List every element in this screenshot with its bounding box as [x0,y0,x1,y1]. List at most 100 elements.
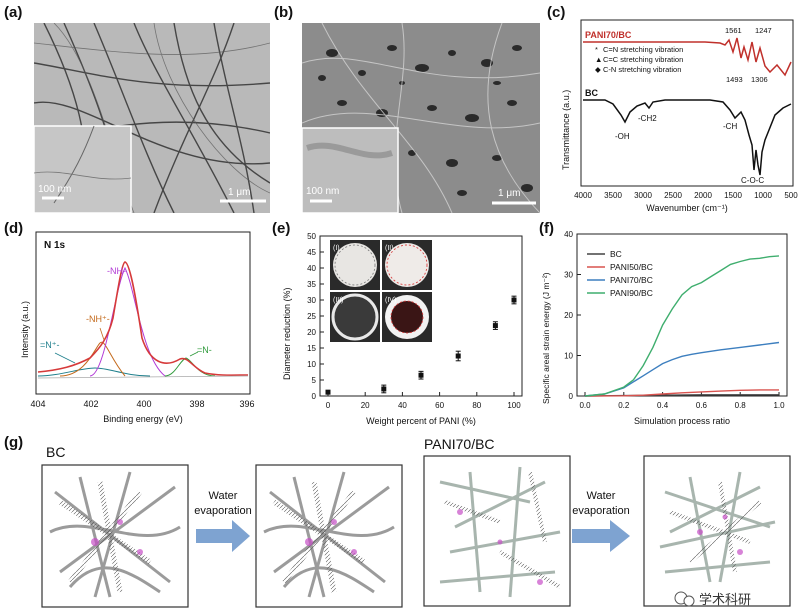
xps-label-nh: -NH- [107,266,126,276]
strain-energy-chart: 0 10 20 30 40 0.0 0.2 0.4 0.6 0.8 1.0 BC PANI50/BC P… [541,230,788,426]
xps-xtick: 400 [136,399,151,409]
e-ytick-label: 40 [307,264,316,273]
f-xtick-label: 1.0 [773,401,785,410]
sem-inset-scale: 100 nm [306,186,339,197]
xps-peak-nh [89,266,166,377]
ftir-xtick: 4000 [574,191,592,200]
e-data-point [455,353,461,359]
inset-label-1: (I) [333,245,340,252]
ftir-peak-1306: 1306 [751,75,768,84]
e-xtick-label: 80 [472,401,481,410]
band-ch2: -CH2 [638,114,657,123]
ftir-xtick: 2500 [664,191,682,200]
ftir-bottom-series-label: BC [585,88,598,98]
e-ytick-label: 45 [307,248,316,257]
f-ytick-label: 0 [569,392,574,401]
xps-label-nh-plus: -NH⁺- [86,314,110,324]
panel-e: (e) (I) (II) (III) (IV) 0 5 10 15 20 25 30 35 40… [268,218,530,430]
panel-e-label: (e) [272,220,291,237]
panel-c-label: (c) [547,4,566,21]
inset-label-2: (II) [385,245,394,252]
f-legend-label: PANI50/BC [610,262,653,272]
e-ytick-label: 0 [312,392,317,401]
f-legend-label: BC [610,249,622,259]
panel-d-label: (d) [4,220,24,237]
ftir-xtick: 3500 [604,191,622,200]
f-series-line [584,255,780,397]
e-xtick-label: 0 [326,401,331,410]
xps-ylabel: Intensity (a.u.) [20,301,30,358]
e-ytick-label: 35 [307,280,316,289]
e-ytick-label: 30 [307,296,316,305]
e-xtick-label: 20 [361,401,370,410]
ftir-ylabel: Transmittance (a.u.) [561,90,571,170]
arrow-2-text-2: evaporation [572,505,630,517]
legend-text-cn-diamond: C-N stretching vibration [603,65,681,74]
ftir-pani-trace [583,37,792,77]
arrow-2 [572,520,630,552]
legend-text-cc: C=C stretching vibration [603,55,683,64]
panel-c: (c) PANI70/BC BC 1561 1247 1493 1306 * C… [545,0,800,215]
snapshot-pani-before [423,455,571,607]
legend-symbol-star: * [595,45,598,54]
tem-main-scale: 1 μm [228,187,250,198]
ftir-xtick: 3000 [634,191,652,200]
e-data-point [325,389,331,395]
ftir-peak-1493: 1493 [726,75,743,84]
panel-a: (a) 100 nm 1 μm [0,0,270,215]
simulation-snapshots: Water evaporation Water evaporation [41,455,791,608]
e-data-point [511,297,517,303]
g-right-title: PANI70/BC [424,436,495,452]
xps-xtick: 396 [239,399,254,409]
watermark-text: 学术科研 [699,592,751,607]
xps-peak-n-plus [37,367,151,377]
ftir-legend: * C=N stretching vibration ▲ C=C stretch… [595,45,683,74]
diameter-chart: (I) (II) (III) (IV) 0 5 10 15 20 25 30 35 40 45 50… [282,232,523,426]
sem-main-scale: 1 μm [498,188,520,199]
diameter-xlabel: Weight percent of PANI (%) [366,416,476,426]
e-xtick-label: 60 [435,401,444,410]
e-xtick-label: 40 [398,401,407,410]
xps-xtick: 404 [30,399,45,409]
arrow-1-text-2: evaporation [194,505,252,517]
e-ytick-label: 10 [307,360,316,369]
f-xtick-label: 0.8 [735,401,747,410]
xps-label-n-plus: =N⁺- [40,340,60,350]
ftir-xticks: 4000 3500 3000 2500 2000 1500 1000 500 [574,191,798,200]
xps-xtick: 398 [189,399,204,409]
e-ytick-label: 25 [307,312,316,321]
sem-image: 100 nm 1 μm [302,23,540,213]
legend-text-cn-star: C=N stretching vibration [603,45,683,54]
ftir-xtick: 2000 [694,191,712,200]
inset-label-4: (IV) [385,297,396,304]
f-legend-label: PANI90/BC [610,288,653,298]
ftir-chart: PANI70/BC BC 1561 1247 1493 1306 * C=N s… [561,19,798,213]
strain-ylabel: Specific areal strain energy (J m⁻²) [541,272,551,404]
ftir-xtick: 1500 [724,191,742,200]
panel-g-label: (g) [4,434,24,451]
f-ytick-label: 30 [564,271,573,280]
e-xtick-label: 100 [507,401,521,410]
f-series-line [584,389,779,397]
panel-b: (b) 100 nm 1 μm [270,0,545,215]
band-coc: C-O-C [741,176,764,185]
ftir-xtick: 500 [784,191,798,200]
xps-label-n: =N- [197,345,212,355]
tem-inset-scale: 100 nm [38,184,71,195]
inset-label-3: (III) [333,297,344,304]
panel-g: (g) BC PANI70/BC Water evaporation [0,432,800,614]
xps-chart: N 1s -NH- -NH⁺- =N⁺- =N- Intensity (a.u.… [20,231,255,424]
g-left-title: BC [46,444,66,460]
ftir-xtick: 1000 [754,191,772,200]
panel-b-label: (b) [274,4,294,21]
ftir-top-series-label: PANI70/BC [585,30,632,40]
arrow-1-text-1: Water [209,490,238,502]
panel-d: (d) N 1s -NH- -NH⁺- =N⁺- =N- Intensity (… [0,218,265,430]
f-xtick-label: 0.4 [657,401,669,410]
panel-f-label: (f) [539,220,554,237]
f-xtick-label: 0.2 [618,401,630,410]
e-data-point [492,323,498,329]
band-ch: -CH [723,122,737,131]
xps-peak-nh-plus [59,341,126,377]
wechat-icon [674,591,695,607]
